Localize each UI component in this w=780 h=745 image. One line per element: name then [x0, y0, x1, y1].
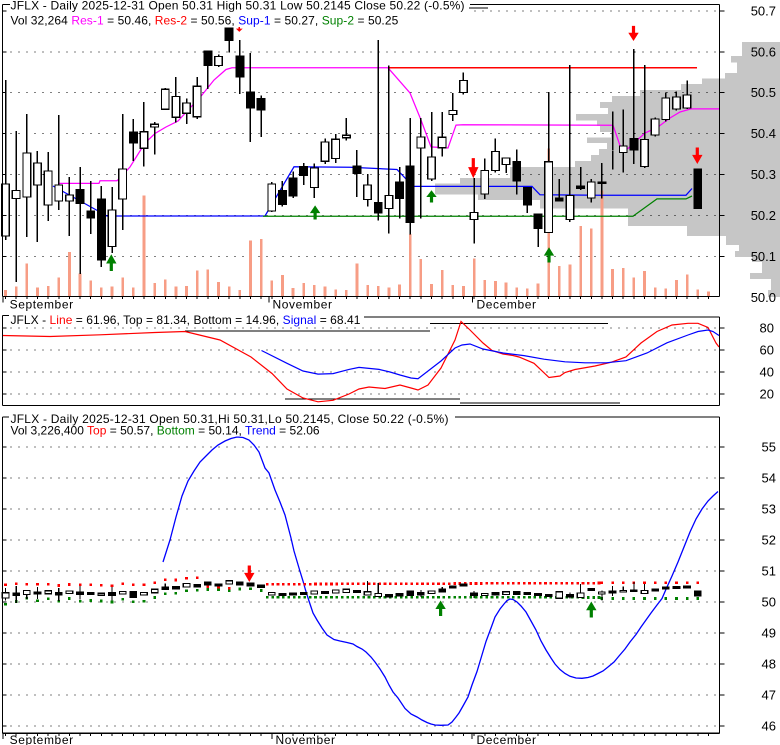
svg-text:51: 51: [762, 564, 776, 579]
svg-text:48: 48: [762, 657, 776, 672]
svg-text:50.6: 50.6: [751, 44, 776, 59]
svg-text:Vol 32,264 Res-1 = 50.46, Res-: Vol 32,264 Res-1 = 50.46, Res-2 = 50.56,…: [11, 13, 399, 27]
svg-text:November: November: [276, 733, 336, 745]
svg-text:20: 20: [760, 387, 774, 402]
svg-text:52: 52: [762, 533, 776, 548]
svg-text:60: 60: [760, 343, 774, 358]
svg-text:46: 46: [762, 719, 776, 734]
svg-text:49: 49: [762, 626, 776, 641]
svg-text:50: 50: [762, 595, 776, 610]
svg-text:40: 40: [760, 365, 774, 380]
svg-text:50.0: 50.0: [751, 290, 776, 305]
svg-text:80: 80: [760, 321, 774, 336]
svg-text:Vol 3,226,400 Top = 50.57, Bot: Vol 3,226,400 Top = 50.57, Bottom = 50.1…: [11, 424, 320, 438]
svg-text:47: 47: [762, 688, 776, 703]
svg-text:50.5: 50.5: [751, 85, 776, 100]
svg-text:53: 53: [762, 502, 776, 517]
svg-text:JFLX - Line = 61.96, Top = 81.: JFLX - Line = 61.96, Top = 81.34, Bottom…: [11, 313, 361, 327]
svg-text:50.7: 50.7: [751, 3, 776, 18]
svg-text:December: December: [477, 298, 537, 312]
svg-text:50.2: 50.2: [751, 208, 776, 223]
svg-text:JFLX - Daily 2025-12-31 Open 5: JFLX - Daily 2025-12-31 Open 50.31,Hi 50…: [11, 412, 449, 426]
svg-text:JFLX - Daily 2025-12-31 Open 5: JFLX - Daily 2025-12-31 Open 50.31 High …: [11, 0, 465, 12]
svg-text:September: September: [10, 733, 74, 745]
svg-text:50.4: 50.4: [751, 126, 776, 141]
svg-text:54: 54: [762, 471, 776, 486]
svg-text:December: December: [477, 733, 537, 745]
svg-text:September: September: [10, 298, 74, 312]
svg-text:50.1: 50.1: [751, 249, 776, 264]
svg-text:50.3: 50.3: [751, 167, 776, 182]
svg-text:55: 55: [762, 440, 776, 455]
svg-text:November: November: [273, 298, 333, 312]
